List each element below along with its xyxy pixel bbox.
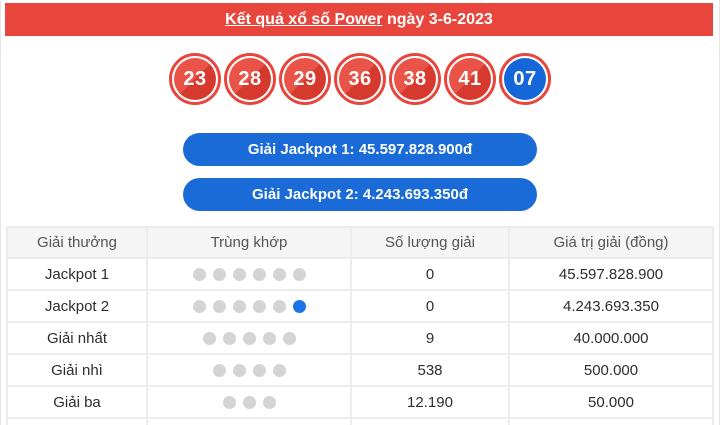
match-dot-gray-icon (272, 363, 286, 377)
power-results-link[interactable]: Kết quả xổ số Power (225, 10, 383, 28)
match-dots-cell (146, 321, 352, 355)
prize-name: Giải nhất (6, 321, 148, 355)
prize-value: 4.243.693.350 (508, 289, 714, 323)
prize-count: 12.190 (350, 385, 510, 419)
prize-table-row: Jackpot 1 0 45.597.828.900 (6, 257, 714, 291)
prize-count: 0 (350, 257, 510, 291)
prize-value: 50.000 (508, 385, 714, 419)
title-date: ngày 3-6-2023 (382, 10, 493, 28)
prize-name: Jackpot 2 (6, 289, 148, 323)
page-title: Kết quả xổ số Power ngày 3-6-2023 (225, 11, 493, 29)
prize-table-row: Giải nhất 9 40.000.000 (6, 321, 714, 355)
prize-name: Giải nhì (6, 353, 148, 387)
lottery-ball-36: 36 (334, 53, 386, 105)
match-dot-gray-icon (262, 331, 276, 345)
match-dot-gray-icon (232, 299, 246, 313)
lottery-ball-number: 23 (174, 58, 216, 100)
match-dot-gray-icon (252, 363, 266, 377)
match-dot-gray-icon (282, 331, 296, 345)
column-header-match: Trùng khớp (146, 226, 352, 259)
match-dots (148, 267, 350, 281)
lottery-ball-41: 41 (444, 53, 496, 105)
match-dot-gray-icon (272, 299, 286, 313)
lottery-ball-29: 29 (279, 53, 331, 105)
lottery-ball-number: 28 (229, 58, 271, 100)
match-dot-gray-icon (262, 395, 276, 409)
column-header-value: Giá trị giải (đồng) (508, 226, 714, 259)
match-dots-cell (146, 353, 352, 387)
match-dot-gray-icon (222, 331, 236, 345)
match-dot-gray-icon (212, 299, 226, 313)
prize-table-header-row: Giải thưởng Trùng khớp Số lượng giải Giá… (6, 226, 714, 259)
prize-count: 9 (350, 321, 510, 355)
match-dot-gray-icon (202, 331, 216, 345)
match-dots (148, 299, 350, 313)
prize-table-row-partial (6, 417, 714, 425)
match-dot-gray-icon (192, 267, 206, 281)
match-dots (148, 331, 350, 345)
match-dot-gray-icon (252, 299, 266, 313)
lottery-ball-number: 29 (284, 58, 326, 100)
match-dot-blue-icon (292, 299, 306, 313)
lottery-ball-38: 38 (389, 53, 441, 105)
prize-table: Giải thưởng Trùng khớp Số lượng giải Giá… (6, 226, 714, 425)
prize-count: 538 (350, 353, 510, 387)
lottery-ball-number: 38 (394, 58, 436, 100)
prize-table-row: Jackpot 2 0 4.243.693.350 (6, 289, 714, 323)
match-dot-gray-icon (252, 267, 266, 281)
prize-value: 40.000.000 (508, 321, 714, 355)
prize-value: 45.597.828.900 (508, 257, 714, 291)
prize-name: Jackpot 1 (6, 257, 148, 291)
match-dot-gray-icon (222, 395, 236, 409)
match-dot-gray-icon (292, 267, 306, 281)
match-dots (148, 363, 350, 377)
prize-table-row: Giải ba 12.190 50.000 (6, 385, 714, 419)
match-dot-gray-icon (232, 267, 246, 281)
match-dots (148, 395, 350, 409)
column-header-count: Số lượng giải (350, 226, 510, 259)
lottery-ball-number: 07 (504, 58, 546, 100)
match-dot-gray-icon (232, 363, 246, 377)
jackpot-buttons: Giải Jackpot 1: 45.597.828.900đ Giải Jac… (1, 133, 719, 211)
prize-value: 500.000 (508, 353, 714, 387)
empty-cell (6, 417, 148, 425)
match-dot-gray-icon (192, 299, 206, 313)
lottery-ball-28: 28 (224, 53, 276, 105)
prize-table-row: Giải nhì 538 500.000 (6, 353, 714, 387)
column-header-prize: Giải thưởng (6, 226, 148, 259)
jackpot1-button[interactable]: Giải Jackpot 1: 45.597.828.900đ (183, 133, 537, 166)
match-dot-gray-icon (212, 363, 226, 377)
winning-numbers-row: 23 28 29 36 38 41 07 (1, 53, 719, 105)
match-dots-cell (146, 257, 352, 291)
lottery-ball-23: 23 (169, 53, 221, 105)
empty-cell (146, 417, 352, 425)
match-dots-cell (146, 289, 352, 323)
lottery-ball-number: 41 (449, 58, 491, 100)
match-dots-cell (146, 385, 352, 419)
jackpot2-button[interactable]: Giải Jackpot 2: 4.243.693.350đ (183, 178, 537, 211)
match-dot-gray-icon (242, 331, 256, 345)
lottery-ball-number: 36 (339, 58, 381, 100)
match-dot-gray-icon (272, 267, 286, 281)
empty-cell (350, 417, 510, 425)
prize-count: 0 (350, 289, 510, 323)
empty-cell (508, 417, 714, 425)
prize-name: Giải ba (6, 385, 148, 419)
match-dot-gray-icon (242, 395, 256, 409)
lottery-ball-07: 07 (499, 53, 551, 105)
match-dot-gray-icon (212, 267, 226, 281)
results-header-bar: Kết quả xổ số Power ngày 3-6-2023 (5, 3, 713, 36)
